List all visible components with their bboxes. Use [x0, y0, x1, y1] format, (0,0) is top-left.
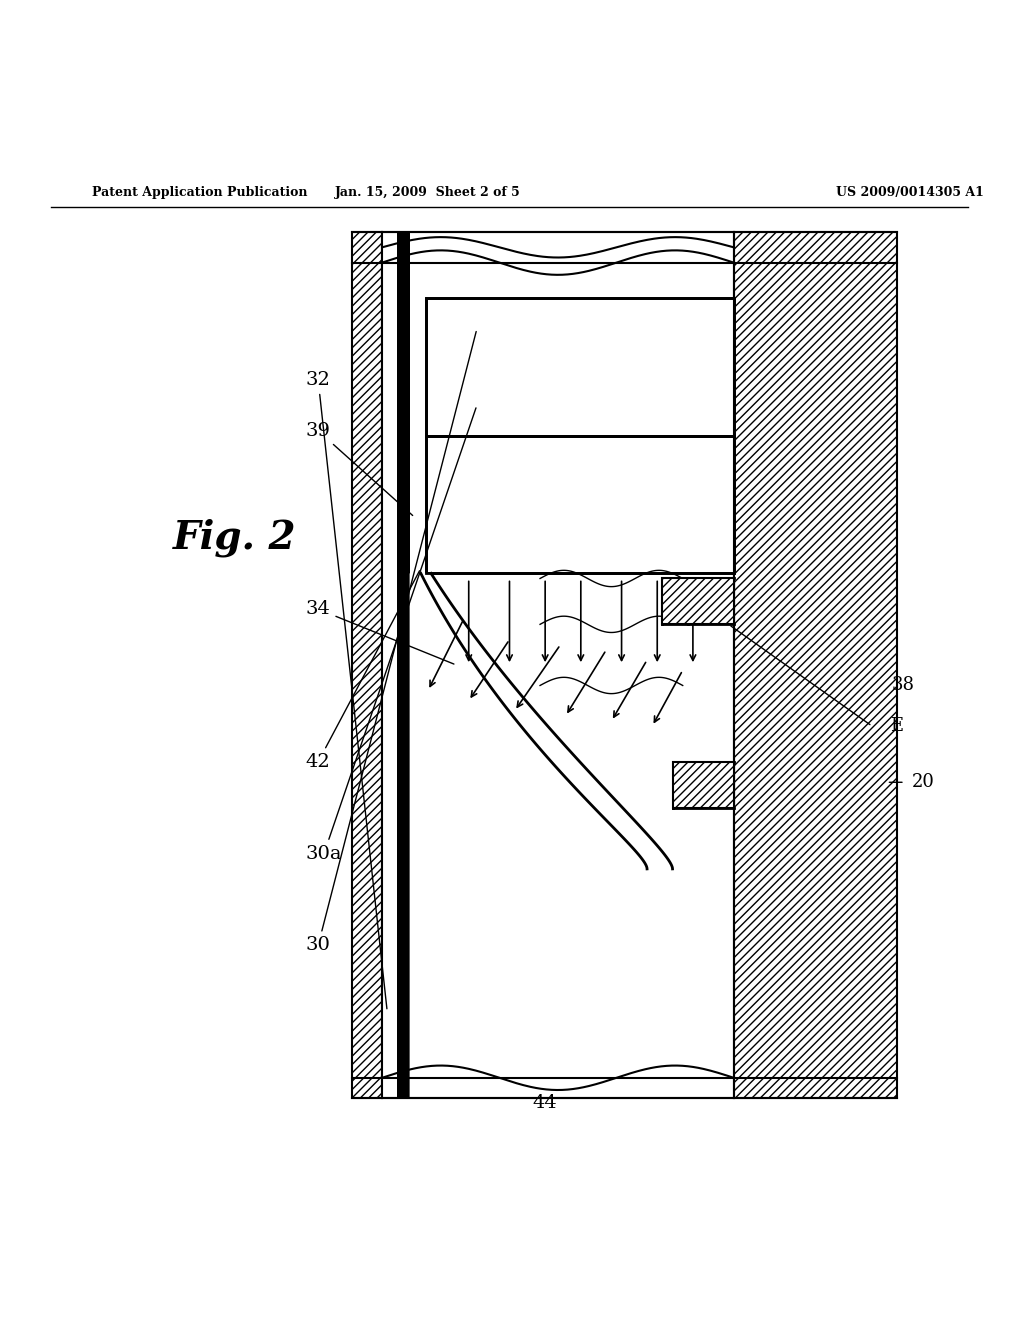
Polygon shape [410, 573, 647, 1098]
Text: 42: 42 [306, 570, 420, 771]
Bar [673, 762, 733, 808]
Bar [663, 578, 733, 624]
Text: US 2009/0014305 A1: US 2009/0014305 A1 [836, 186, 983, 199]
Text: Fig. 2: Fig. 2 [173, 519, 297, 557]
Text: Jan. 15, 2009  Sheet 2 of 5: Jan. 15, 2009 Sheet 2 of 5 [335, 186, 521, 199]
Bar [382, 232, 397, 1098]
Text: 30a: 30a [306, 408, 476, 863]
Bar [733, 232, 897, 1098]
Text: Patent Application Publication: Patent Application Publication [92, 186, 307, 199]
Polygon shape [421, 573, 673, 869]
Text: 38: 38 [892, 676, 914, 694]
Text: 34: 34 [306, 601, 454, 664]
Bar [426, 298, 733, 436]
Text: 30: 30 [306, 331, 476, 954]
Text: 44: 44 [532, 1094, 557, 1113]
Bar [351, 232, 382, 1098]
Bar [426, 298, 733, 436]
Bar [426, 436, 733, 573]
Bar [426, 436, 733, 573]
Text: 32: 32 [306, 371, 387, 1008]
Text: 39: 39 [306, 422, 413, 516]
Text: E: E [890, 717, 903, 735]
Bar [397, 232, 410, 1098]
Text: 20: 20 [912, 774, 935, 791]
